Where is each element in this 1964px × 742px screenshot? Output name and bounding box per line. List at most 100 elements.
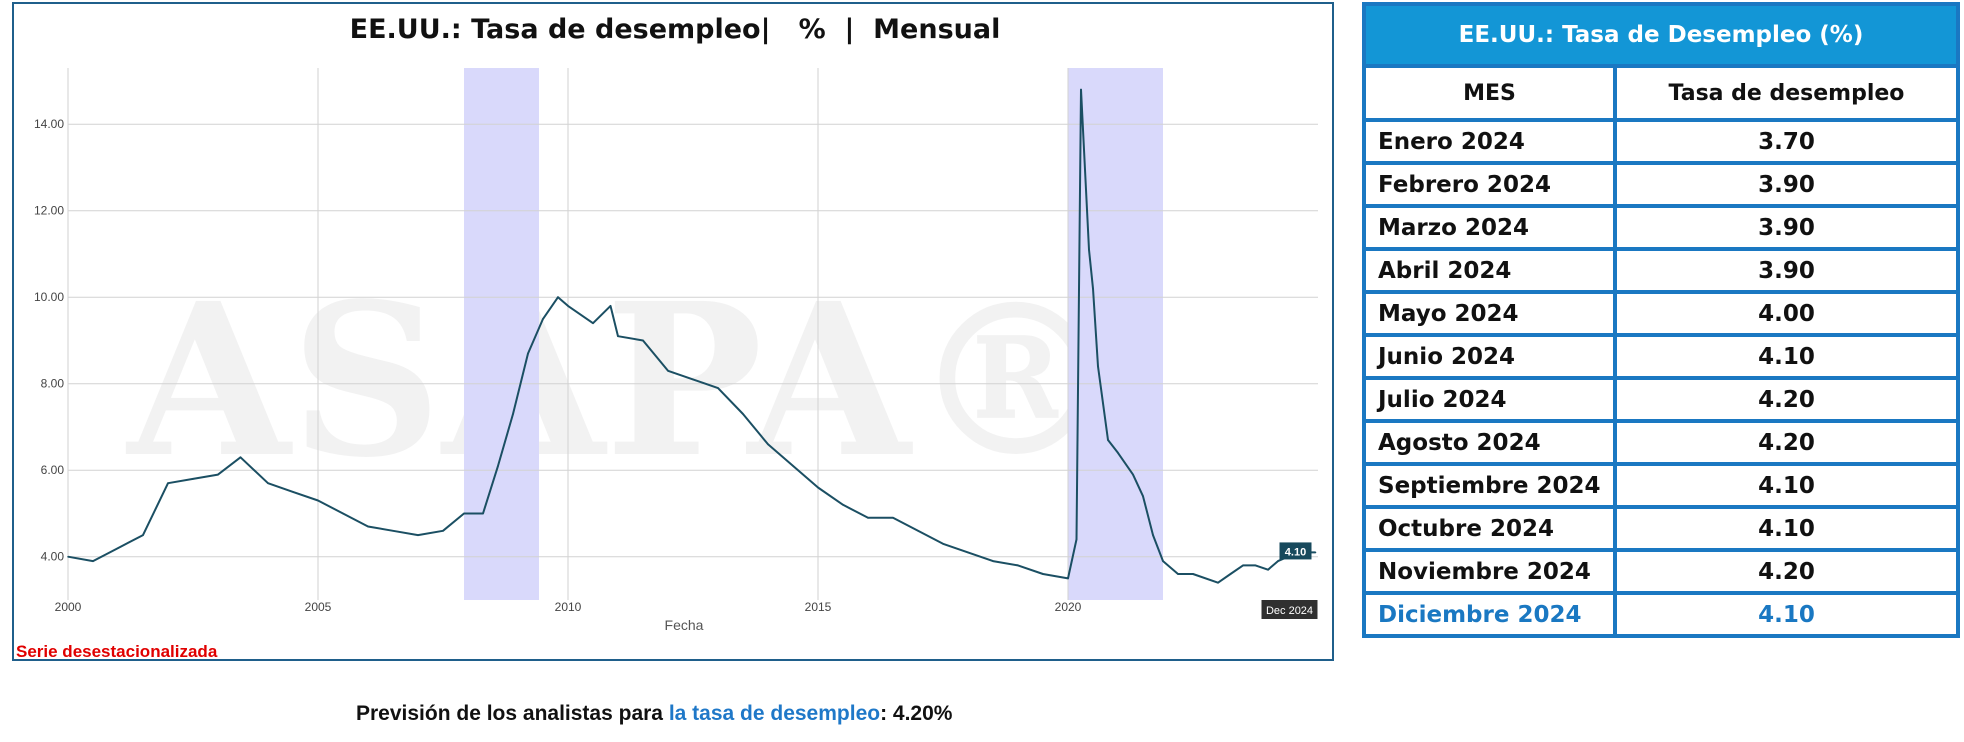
x-tick-label: 2000 (55, 600, 82, 614)
unemployment-series-line (67, 88, 1316, 584)
table-row: Septiembre 2024 4.10 (1362, 462, 1960, 509)
row-month: Diciembre 2024 (1362, 591, 1617, 638)
data-point (1117, 452, 1119, 454)
watermark: ASAPA® (125, 257, 1120, 504)
data-point (1067, 577, 1069, 580)
data-point (1217, 581, 1219, 584)
row-month: Noviembre 2024 (1362, 548, 1617, 595)
data-point (512, 413, 514, 415)
row-rate: 4.10 (1613, 333, 1960, 380)
table-row: Julio 2024 4.20 (1362, 376, 1960, 423)
data-point (1042, 573, 1044, 575)
row-month: Octubre 2024 (1362, 505, 1617, 552)
chart-title: EE.UU.: Tasa de desempleo| % | Mensual (349, 14, 1001, 45)
data-point (1314, 551, 1317, 554)
data-point (842, 504, 844, 506)
data-point (942, 542, 944, 545)
chart-panel: ASAPA® 4.00 6.00 8.00 10.00 12.00 14.00 2000 20… (12, 2, 1334, 661)
series-note: Serie desestacionalizada (16, 642, 218, 661)
data-point (1177, 573, 1179, 575)
data-point (692, 378, 694, 381)
data-point (1162, 560, 1164, 562)
row-month: Junio 2024 (1362, 333, 1617, 380)
data-point (792, 465, 794, 467)
row-month: Enero 2024 (1362, 118, 1617, 165)
x-tick-label: 2010 (555, 600, 582, 614)
row-rate: 4.20 (1613, 376, 1960, 423)
data-point (527, 352, 529, 355)
table-row: Agosto 2024 4.20 (1362, 419, 1960, 466)
row-month: Agosto 2024 (1362, 419, 1617, 466)
data-point (1107, 439, 1109, 441)
data-point (239, 456, 242, 459)
row-rate: 3.90 (1613, 247, 1960, 294)
data-point (1092, 287, 1094, 290)
column-header-mes: MES (1362, 64, 1617, 122)
data-point (557, 296, 559, 299)
data-point (1075, 538, 1078, 541)
data-point (1080, 88, 1082, 91)
data-point (442, 529, 444, 532)
unemployment-line-chart: ASAPA® 4.00 6.00 8.00 10.00 12.00 14.00 2000 20… (34, 68, 1318, 633)
table-row: Febrero 2024 3.90 (1362, 161, 1960, 208)
data-point (367, 525, 369, 528)
data-point (542, 318, 544, 320)
data-point (482, 512, 484, 515)
row-rate: 3.70 (1613, 118, 1960, 165)
unemployment-table: EE.UU.: Tasa de Desempleo (%) MES Tasa d… (1362, 2, 1960, 638)
table-title: EE.UU.: Tasa de Desempleo (%) (1362, 2, 1960, 68)
data-point (1242, 564, 1244, 567)
column-header-tasa: Tasa de desempleo (1613, 64, 1960, 122)
data-point (1267, 568, 1269, 571)
data-point (67, 555, 69, 558)
x-tick-label: 2020 (1055, 600, 1082, 614)
y-tick-label: 12.00 (34, 204, 64, 218)
table-row: Mayo 2024 4.00 (1362, 290, 1960, 337)
data-point (92, 560, 94, 562)
data-point (1254, 564, 1257, 567)
data-point (667, 369, 669, 372)
y-tick-label: 6.00 (41, 463, 65, 477)
data-point (567, 305, 569, 307)
table-row: Marzo 2024 3.90 (1362, 204, 1960, 251)
data-point (1088, 248, 1090, 251)
data-point (292, 491, 294, 493)
forecast-suffix: : 4.20% (880, 702, 953, 725)
data-point (892, 517, 894, 519)
data-point (967, 551, 969, 554)
data-point (463, 512, 465, 515)
row-rate: 4.00 (1613, 290, 1960, 337)
data-point (642, 339, 644, 342)
data-point (142, 534, 144, 536)
data-point (1229, 573, 1232, 575)
row-rate: 4.10 (1613, 591, 1960, 638)
last-value-label: 4.10 (1285, 546, 1306, 558)
last-date-box (1261, 600, 1318, 619)
data-point (267, 482, 269, 485)
y-tick-label: 10.00 (34, 290, 64, 304)
y-tick-label: 4.00 (41, 550, 65, 564)
data-point (167, 482, 169, 485)
row-rate: 4.20 (1613, 419, 1960, 466)
forecast-highlight: la tasa de desempleo (668, 702, 881, 725)
recession-band (464, 68, 539, 600)
data-point (1152, 534, 1154, 536)
row-rate: 4.10 (1613, 505, 1960, 552)
row-month: Julio 2024 (1362, 376, 1617, 423)
data-point (1142, 495, 1144, 497)
forecast-prefix: Previsión de los analistas para (356, 702, 669, 725)
data-point (867, 517, 869, 519)
row-month: Mayo 2024 (1362, 290, 1617, 337)
x-tick-label: 2005 (305, 600, 332, 614)
row-rate: 3.90 (1613, 161, 1960, 208)
table-row: Abril 2024 3.90 (1362, 247, 1960, 294)
row-month: Febrero 2024 (1362, 161, 1617, 208)
data-point (192, 478, 194, 480)
data-point (1017, 564, 1019, 567)
data-point (1277, 560, 1279, 562)
data-point (992, 560, 994, 562)
data-point (117, 547, 119, 549)
last-value-box (1279, 542, 1312, 560)
y-tick-label: 8.00 (41, 377, 65, 391)
analyst-forecast: Previsión de los analistas para la tasa … (356, 702, 952, 726)
